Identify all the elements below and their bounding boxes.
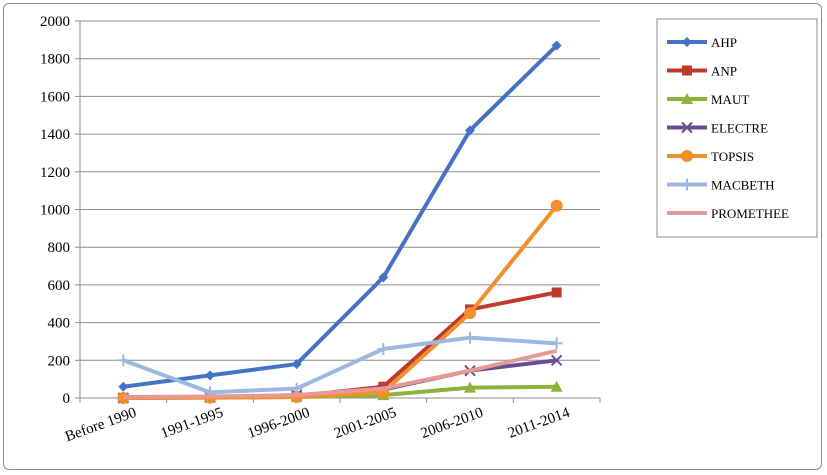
series-macbeth [117,331,563,399]
legend-label: ANP [711,64,737,79]
x-tick-label: 1991-1995 [159,405,226,442]
legend: AHP ANP MAUT ELECTRE TOPSIS MACBETH PROMETHEE [656,18,818,238]
data-point [550,337,563,350]
legend-label: ELECTRE [711,121,768,136]
y-tick-labels: 0 200 400 600 800 1000 1200 1400 1600 1800 2000 [40,14,70,407]
y-tick-label: 1200 [40,165,70,181]
legend-marker [681,121,693,134]
legend-item-promethee: PROMETHEE [667,206,789,221]
data-point [551,40,562,51]
y-tick-label: 400 [48,316,71,332]
legend-item-topsis: TOPSIS [667,149,754,164]
data-point [465,125,475,136]
y-tick-label: 1400 [40,127,70,143]
data-point [464,331,476,344]
legend-label: MAUT [711,92,749,107]
x-tick-label: 2011-2014 [506,405,572,442]
data-point [464,381,476,393]
y-tick-label: 200 [48,353,71,369]
y-tick-label: 2000 [40,14,70,30]
legend-item-ahp: AHP [667,35,737,50]
series-ahp [118,40,562,392]
legend-label: AHP [711,35,737,50]
data-point [291,359,302,370]
data-point [117,354,130,367]
data-point [378,272,389,283]
legend-label: MACBETH [711,178,775,193]
series-line [123,290,558,400]
y-tick-label: 800 [48,240,71,256]
data-point [290,382,303,395]
series-promethee [123,348,558,400]
y-tick-label: 1600 [40,89,70,105]
y-tick-label: 1800 [40,52,70,68]
legend-label: TOPSIS [711,149,754,164]
x-tick-label: 2001-2005 [332,405,399,442]
data-point [464,307,476,320]
data-point [550,199,563,212]
legend-marker [681,178,693,191]
series-line [123,44,559,389]
series-line [123,348,558,400]
legend-item-anp: ANP [667,64,737,79]
y-tick-label: 600 [48,278,71,294]
legend-item-maut: MAUT [667,92,749,107]
legend-label: PROMETHEE [711,206,789,221]
legend-item-electre: ELECTRE [667,121,768,136]
legend-marker [681,93,693,104]
grid-lines [80,20,600,361]
legend-marker [681,150,693,162]
data-point [205,370,215,381]
x-tick-labels: Before 1990 1991-1995 1996-2000 2001-2005 20… [63,405,572,446]
legend-marker [682,37,692,47]
series-lines [117,40,563,404]
data-point [551,287,562,298]
data-point [377,342,390,355]
legend-marker [682,65,692,76]
series-topsis [117,199,563,404]
y-tick-label: 1000 [40,203,70,219]
x-tick-label: 2006-2010 [419,405,486,442]
data-point [118,381,129,392]
y-tick-label: 0 [63,391,71,407]
data-point [550,380,563,392]
data-point [117,392,130,404]
x-tick-label: 1996-2000 [245,405,312,442]
x-tick-label: Before 1990 [63,405,139,446]
series-line [122,335,557,395]
legend-item-macbeth: MACBETH [667,178,775,193]
data-point [550,354,563,367]
